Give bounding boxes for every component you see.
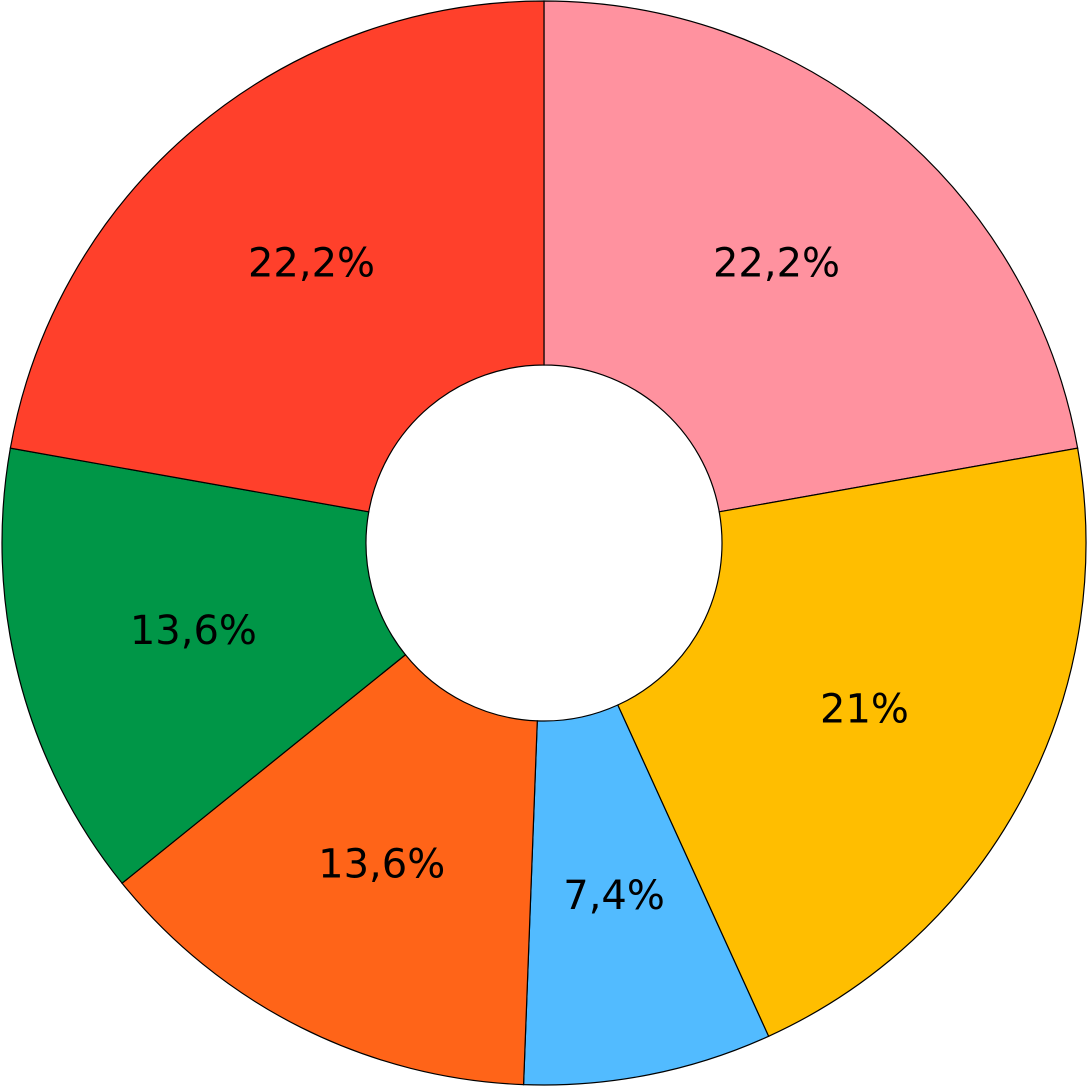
value-label: 21% bbox=[820, 686, 909, 732]
donut-slice bbox=[616, 447, 1087, 1038]
donut-slice bbox=[9, 0, 545, 513]
donut-slice bbox=[121, 653, 538, 1086]
value-label: 7,4% bbox=[563, 873, 665, 919]
value-label: 13,6% bbox=[318, 842, 445, 888]
value-label: 13,6% bbox=[130, 608, 257, 654]
donut-slice bbox=[543, 0, 1079, 513]
value-label: 22,2% bbox=[713, 241, 840, 287]
value-label: 22,2% bbox=[248, 241, 375, 287]
donut-slice bbox=[522, 704, 770, 1086]
donut-slice bbox=[1, 447, 407, 885]
